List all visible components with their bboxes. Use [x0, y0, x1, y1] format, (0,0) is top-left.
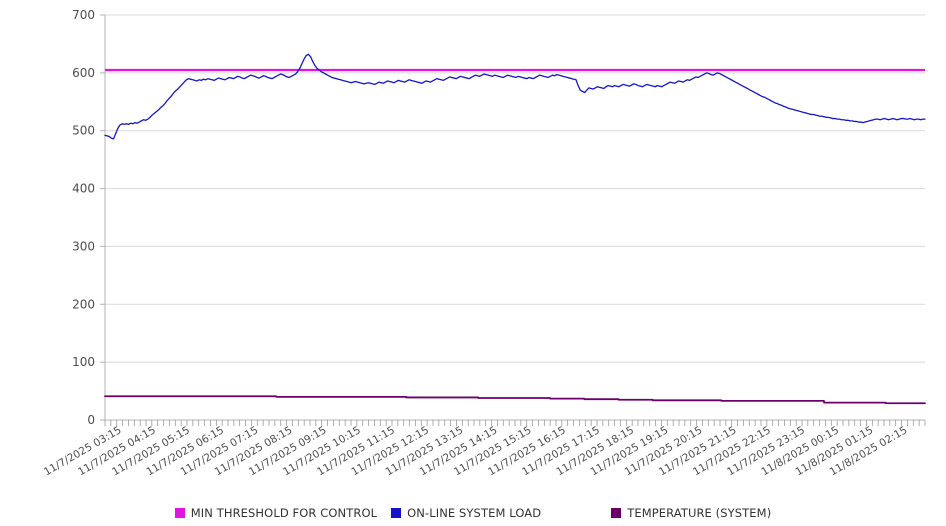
- chart-legend: MIN THRESHOLD FOR CONTROL ON-LINE SYSTEM…: [0, 506, 946, 520]
- legend-item-min-threshold-for-control[interactable]: MIN THRESHOLD FOR CONTROL: [174, 506, 378, 520]
- y-tick-label-400: 400: [72, 182, 95, 196]
- legend-label-temperature-system: TEMPERATURE (SYSTEM): [627, 506, 772, 520]
- series-line-temperature-system: [104, 395, 926, 405]
- y-tick-label-700: 700: [72, 8, 95, 22]
- series-line-on-line-system-load: [104, 53, 926, 140]
- legend-swatch-min-threshold-for-control: [174, 508, 185, 518]
- y-tick-label-300: 300: [72, 239, 95, 253]
- y-tick-label-500: 500: [72, 124, 95, 138]
- y-tick-label-200: 200: [72, 297, 95, 311]
- legend-item-on-line-system-load[interactable]: ON-LINE SYSTEM LOAD: [391, 506, 541, 520]
- legend-swatch-on-line-system-load: [391, 508, 402, 518]
- y-tick-label-600: 600: [72, 66, 95, 80]
- legend-label-on-line-system-load: ON-LINE SYSTEM LOAD: [407, 506, 542, 520]
- legend-swatch-temperature-system: [611, 508, 622, 518]
- y-tick-label-0: 0: [87, 413, 95, 427]
- y-tick-label-100: 100: [72, 355, 95, 369]
- legend-label-min-threshold-for-control: MIN THRESHOLD FOR CONTROL: [190, 506, 378, 520]
- legend-item-temperature-system[interactable]: TEMPERATURE (SYSTEM): [611, 506, 771, 520]
